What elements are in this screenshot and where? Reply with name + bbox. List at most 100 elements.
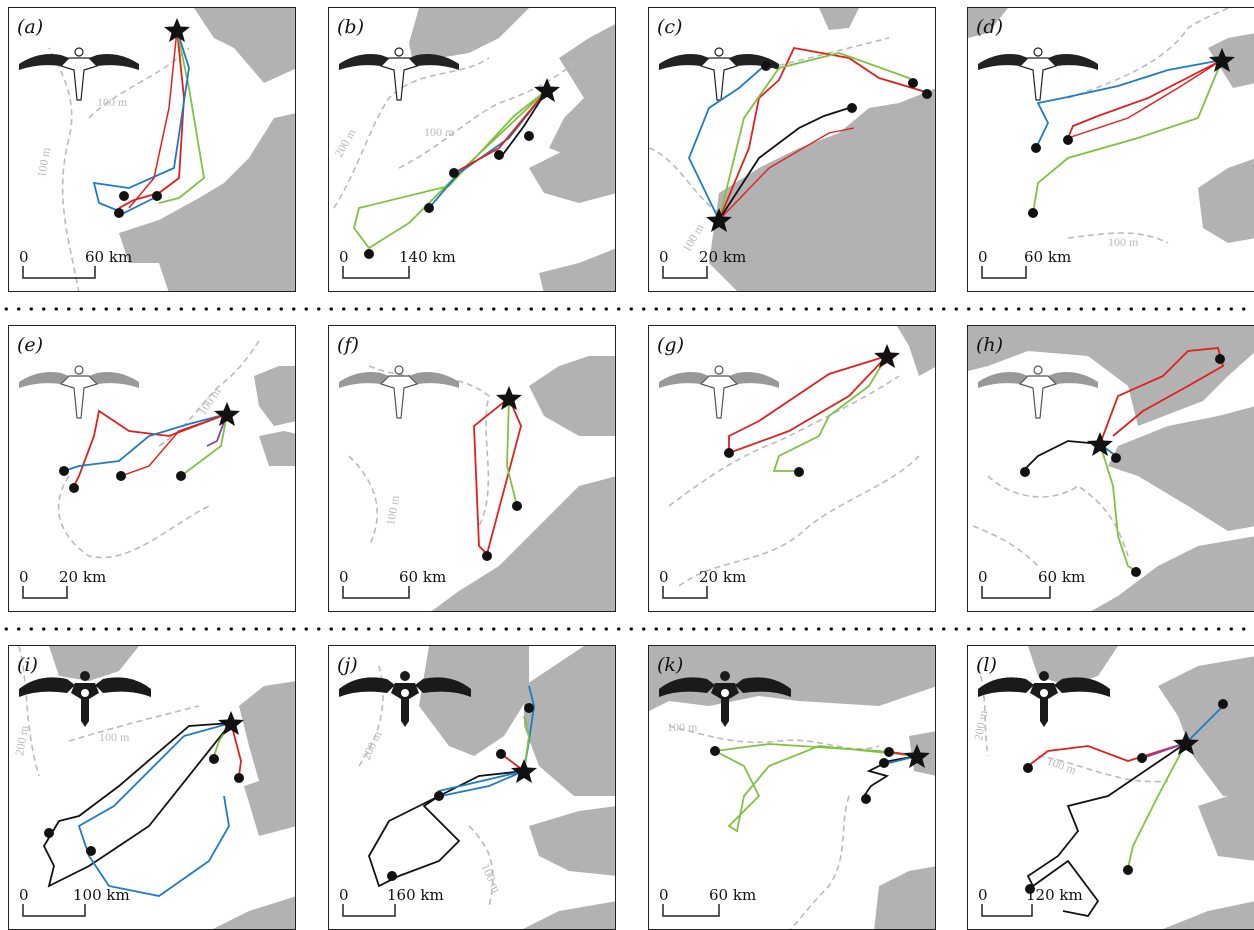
- gannet-adult-icon: [978, 47, 1098, 101]
- land-mass: [419, 646, 529, 756]
- contour-label: 100 m: [424, 125, 455, 139]
- track-green: [506, 397, 518, 507]
- panel-label: (k): [657, 654, 684, 676]
- depth-contour: [158, 340, 260, 447]
- land-mass: [254, 366, 295, 426]
- depth-contour: [348, 455, 379, 547]
- land-mass: [897, 326, 935, 376]
- track-green: [180, 413, 228, 477]
- track-blue: [437, 685, 535, 798]
- map-panel-b: 100 m 200 m (b) 0 140 km: [328, 7, 616, 292]
- scale-distance: 100 km: [73, 886, 130, 904]
- track-end-point: [69, 483, 79, 493]
- scale-bar: [981, 586, 1051, 599]
- contour-label: 100 m: [478, 861, 504, 895]
- scale-distance: 60 km: [709, 886, 757, 904]
- track-green: [1032, 59, 1223, 214]
- colony-star-icon: [874, 344, 900, 368]
- track-end-point: [1020, 467, 1030, 477]
- land-mass: [1108, 406, 1254, 531]
- land-mass: [968, 326, 1254, 426]
- contour-label: 200 m: [331, 126, 359, 160]
- land-mass: [709, 88, 935, 291]
- land-mass: [1028, 646, 1118, 686]
- map-panel-c: 100 m (c) 0 20 km: [648, 7, 936, 292]
- contour-label: 200 m: [12, 724, 31, 757]
- land-mass: [119, 113, 295, 291]
- land-mass: [244, 771, 295, 836]
- map-panel-j: 200 m 100 m (j) 0 160 km: [328, 645, 616, 930]
- depth-contour: [649, 147, 730, 219]
- scale-bar: [342, 586, 410, 599]
- colony-star-icon: [1209, 48, 1235, 72]
- track-end-point: [209, 754, 219, 764]
- track-purple: [1142, 742, 1187, 759]
- map-panel-l: 200 m 100 m (l) 0 120 km: [967, 645, 1254, 930]
- scale-zero: 0: [978, 568, 988, 586]
- map-panel-h: (h) 0 60 km: [967, 325, 1254, 612]
- track-blue: [688, 65, 765, 221]
- colony-star-icon: [214, 402, 240, 426]
- depth-contour: [48, 47, 80, 291]
- panel-label: (b): [337, 16, 364, 38]
- land-mass: [1208, 33, 1254, 88]
- map-panel-e: 100 m (e) 0 20 km: [8, 325, 296, 612]
- scale-bar: [342, 266, 410, 279]
- scale-zero: 0: [339, 886, 349, 904]
- track-end-point: [176, 471, 186, 481]
- scale-distance: 160 km: [387, 886, 444, 904]
- land-mass: [194, 8, 295, 83]
- colony-star-icon: [511, 759, 537, 783]
- track-end-point: [116, 471, 126, 481]
- panel-label: (h): [976, 334, 1004, 356]
- scale-zero: 0: [659, 568, 669, 586]
- land-mass: [529, 806, 615, 876]
- track-end-point: [1131, 567, 1141, 577]
- track-end-point: [524, 703, 534, 713]
- track-end-point: [387, 871, 397, 881]
- track-end-point: [364, 249, 374, 259]
- land-mass: [1091, 536, 1254, 611]
- track-red: [718, 127, 855, 221]
- track-end-point: [86, 846, 96, 856]
- colony-star-icon: [496, 386, 522, 410]
- track-end-point: [922, 89, 932, 99]
- track-end-point: [710, 746, 720, 756]
- track-end-point: [794, 467, 804, 477]
- gannet-juvenile-icon: [978, 671, 1110, 727]
- row-divider: [0, 627, 1254, 631]
- track-end-point: [152, 191, 162, 201]
- land-mass: [549, 24, 615, 158]
- track-end-point: [724, 448, 734, 458]
- depth-contour: [468, 825, 494, 907]
- land-mass: [529, 128, 615, 203]
- track-green: [712, 743, 918, 833]
- scale-distance: 20 km: [59, 568, 107, 586]
- land-mass: [431, 476, 615, 611]
- depth-contour: [789, 795, 850, 929]
- depth-contour: [678, 455, 920, 587]
- land-mass: [529, 356, 615, 436]
- depth-contour: [68, 705, 200, 742]
- track-green: [772, 355, 888, 472]
- scale-zero: 0: [659, 248, 669, 266]
- track-end-point: [1023, 763, 1033, 773]
- track-red: [1067, 59, 1223, 139]
- scale-bar: [662, 904, 720, 917]
- track-red: [73, 409, 228, 487]
- panel-label: (f): [337, 334, 359, 356]
- track-green: [1127, 742, 1187, 869]
- track-black: [1022, 440, 1101, 472]
- land-mass: [49, 646, 139, 681]
- scale-distance: 140 km: [399, 248, 456, 266]
- gannet-subadult-icon: [659, 365, 779, 419]
- land-mass: [539, 248, 615, 291]
- land-mass: [523, 901, 615, 929]
- track-green: [353, 89, 548, 250]
- contour-label: 100 m: [34, 146, 53, 179]
- land-mass: [213, 896, 295, 929]
- depth-contour: [333, 57, 490, 209]
- track-red: [128, 29, 178, 209]
- colony-star-icon: [1173, 731, 1199, 755]
- track-red: [1099, 347, 1225, 445]
